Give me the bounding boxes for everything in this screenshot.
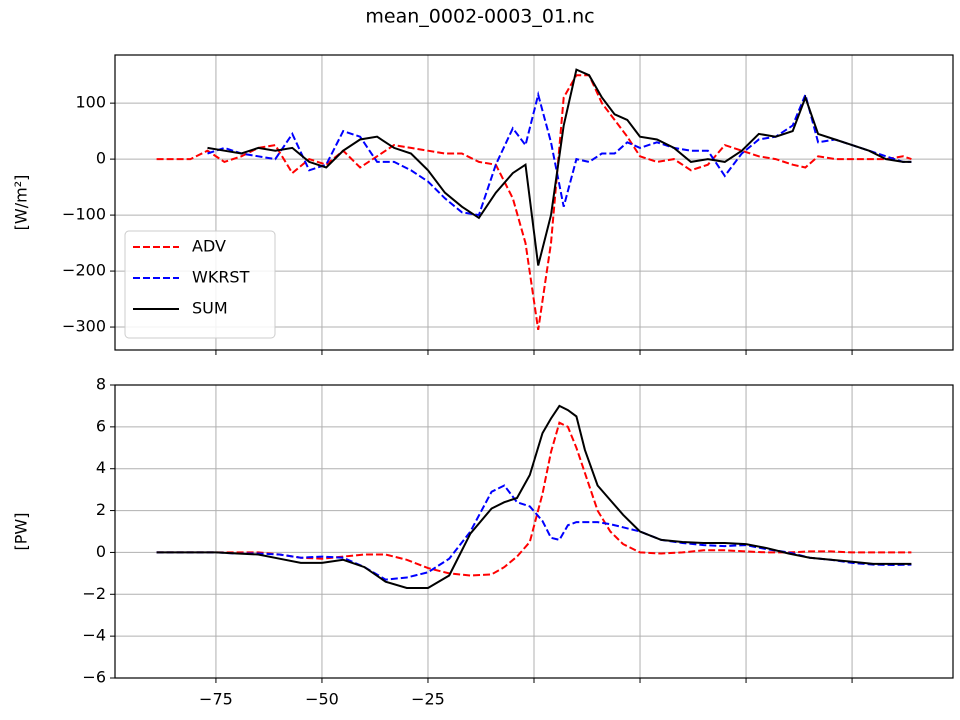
y-tick-label: 0 xyxy=(96,542,106,561)
legend: ADV WKRST SUM xyxy=(124,230,276,339)
y-tick-label: −4 xyxy=(82,626,106,645)
legend-box xyxy=(124,230,276,339)
subplot: −300 −200 −100 0 100 [W/m²] ADV WKRST SUM xyxy=(12,54,954,355)
subplot: −75 −50 −25 −6 −4 −2 0 2 4 6 8 [PW] xyxy=(12,375,954,709)
y-tick-label: −100 xyxy=(62,205,106,224)
y-tick-label: −300 xyxy=(62,317,106,336)
series-line xyxy=(207,68,912,266)
x-tick-label: −25 xyxy=(411,690,445,709)
legend-label: WKRST xyxy=(192,268,250,287)
y-tick-label: −6 xyxy=(82,668,106,687)
y-tick-label: −2 xyxy=(82,584,106,603)
series-line xyxy=(207,90,912,217)
legend-label: ADV xyxy=(192,237,226,256)
y-tick-label: 100 xyxy=(75,93,106,112)
y-tick-label: 4 xyxy=(96,458,106,477)
x-tick-label: −75 xyxy=(199,690,233,709)
y-tick-label: 8 xyxy=(96,375,106,394)
y-tick-label: 6 xyxy=(96,416,106,435)
y-axis-label: [W/m²] xyxy=(12,175,31,231)
y-tick-label: −200 xyxy=(62,261,106,280)
y-tick-label: 2 xyxy=(96,500,106,519)
series-line xyxy=(156,484,912,581)
axes-frame xyxy=(114,384,954,679)
x-tick-label: −50 xyxy=(305,690,339,709)
series-line xyxy=(156,404,912,589)
axes-frame xyxy=(114,54,954,351)
legend-label: SUM xyxy=(192,299,228,318)
series-line xyxy=(156,74,912,330)
figure-title: mean_0002-0003_01.nc xyxy=(365,6,594,28)
y-tick-label: 0 xyxy=(96,149,106,168)
y-axis-label: [PW] xyxy=(12,513,31,551)
